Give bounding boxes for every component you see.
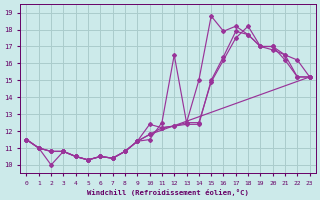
X-axis label: Windchill (Refroidissement éolien,°C): Windchill (Refroidissement éolien,°C) — [87, 189, 249, 196]
